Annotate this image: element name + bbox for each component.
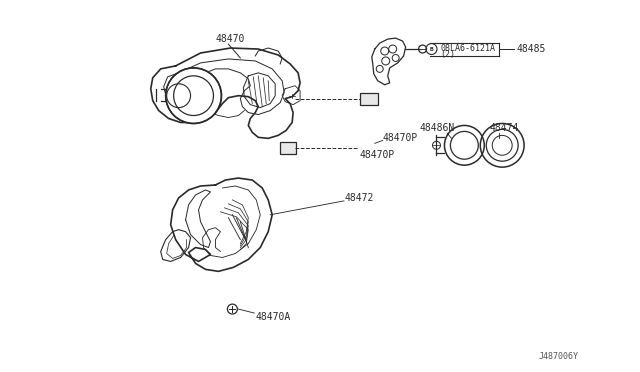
Text: 48470P: 48470P — [360, 150, 395, 160]
Text: 48470A: 48470A — [255, 312, 291, 322]
Circle shape — [166, 68, 221, 124]
Text: (2): (2) — [440, 51, 456, 60]
Text: 48474: 48474 — [489, 124, 518, 134]
FancyBboxPatch shape — [360, 93, 378, 105]
FancyBboxPatch shape — [280, 142, 296, 154]
Text: B: B — [429, 46, 433, 52]
Text: 48486N: 48486N — [420, 124, 455, 134]
Text: 48472: 48472 — [345, 193, 374, 203]
Text: 48485: 48485 — [516, 44, 545, 54]
Text: 48470P: 48470P — [383, 133, 418, 143]
Text: 08LA6-6121A: 08LA6-6121A — [440, 44, 495, 52]
Text: J487006Y: J487006Y — [539, 352, 579, 361]
Text: 48470: 48470 — [216, 34, 245, 44]
